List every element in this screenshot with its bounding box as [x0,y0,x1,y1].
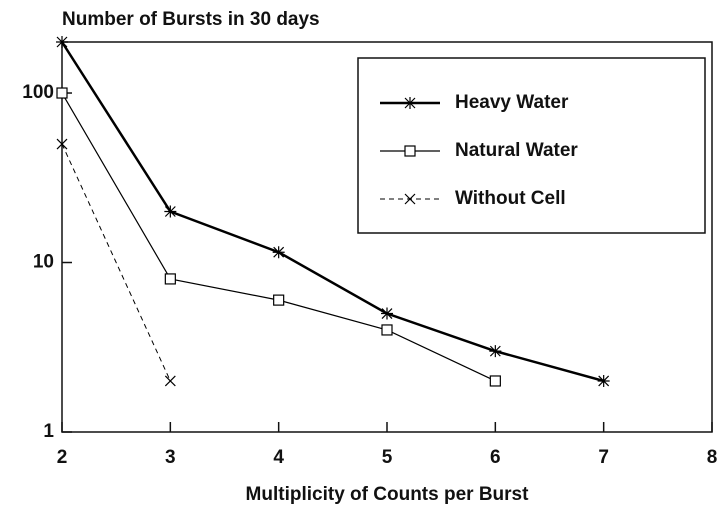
marker [273,294,285,306]
marker-x [404,193,416,205]
marker-square [489,375,501,387]
y-tick-label: 100 [22,82,54,103]
marker [597,374,610,387]
marker [381,324,393,336]
x-tick-label: 3 [165,447,176,468]
x-tick-label: 8 [707,447,718,468]
marker-asterisk [597,374,610,387]
marker [404,97,416,109]
marker-x [164,375,176,387]
series-line [60,41,604,383]
x-tick-label: 4 [273,447,284,468]
legend-label: Natural Water [455,140,578,161]
marker [164,375,176,387]
legend-label: Without Cell [455,188,566,209]
x-tick-label: 5 [382,447,393,468]
marker-asterisk [381,307,393,320]
series-line [61,143,171,382]
y-tick-label: 1 [43,421,54,442]
marker [56,138,68,150]
marker [56,36,68,48]
marker-asterisk [164,205,177,218]
marker-asterisk [404,97,416,109]
marker [381,307,393,320]
chart-title: Number of Bursts in 30 days [62,9,320,30]
legend-label: Heavy Water [455,92,569,113]
marker [489,375,501,387]
marker-square [56,87,68,99]
x-tick-label: 2 [57,447,68,468]
x-tick-label: 7 [598,447,609,468]
marker [404,193,416,205]
x-tick-label: 6 [490,447,501,468]
marker-square [164,273,176,285]
y-tick-label: 10 [33,252,54,273]
marker-asterisk [56,36,68,48]
marker [404,145,416,157]
marker-square [273,294,285,306]
marker-square [381,324,393,336]
legend-box [357,57,706,234]
marker-asterisk [272,246,285,259]
x-axis-label: Multiplicity of Counts per Burst [246,484,530,505]
marker [272,246,285,259]
marker-asterisk [489,345,502,358]
marker-x [56,138,68,150]
marker-square [404,145,416,157]
marker [56,87,68,99]
marker [164,205,177,218]
marker [489,345,502,358]
marker [164,273,176,285]
